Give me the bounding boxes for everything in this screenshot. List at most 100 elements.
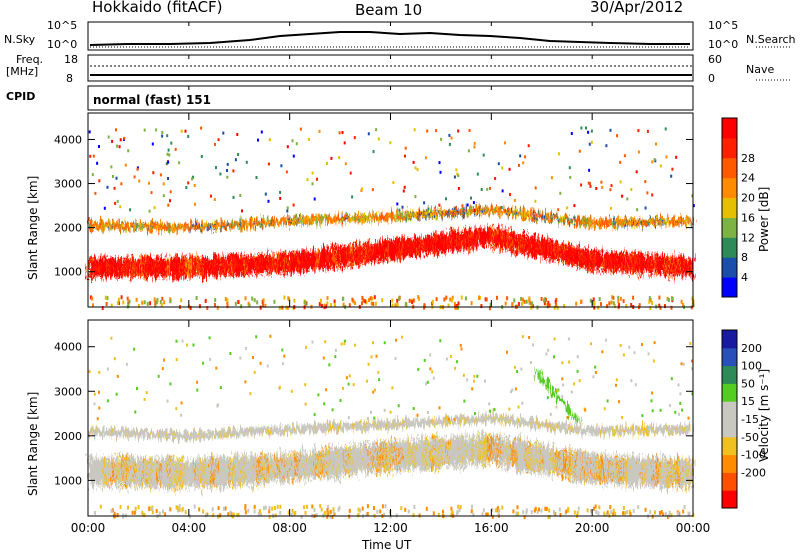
velocity-scatter-point: [691, 392, 694, 396]
velocity-echo-strip: [306, 454, 308, 477]
power-scatter-point: [530, 305, 533, 310]
velocity-echo-strip: [677, 424, 679, 435]
velocity-echo-strip: [206, 431, 208, 438]
power-echo-strip: [421, 210, 423, 219]
velocity-echo-strip: [612, 459, 614, 482]
velocity-echo-strip: [610, 427, 612, 435]
velocity-echo-strip: [399, 420, 401, 428]
velocity-echo-strip: [542, 447, 544, 472]
velocity-echo-strip: [107, 454, 109, 490]
power-echo-strip: [146, 223, 148, 231]
power-echo-strip: [539, 212, 541, 220]
power-scatter-point: [280, 164, 283, 168]
velocity-scatter-point: [454, 366, 456, 370]
power-echo-strip: [546, 213, 548, 222]
power-echo-strip: [449, 234, 451, 250]
velocity-echo-strip: [562, 400, 564, 407]
velocity-echo-strip: [199, 458, 201, 488]
velocity-echo-strip: [369, 420, 371, 431]
power-echo-strip: [104, 254, 106, 280]
power-echo-strip: [561, 216, 563, 223]
velocity-scatter-point: [612, 512, 615, 517]
velocity-echo-strip: [168, 431, 170, 438]
power-echo-strip: [125, 255, 127, 280]
velocity-echo-strip: [639, 459, 642, 484]
power-scatter-point: [597, 305, 600, 310]
power-echo-strip: [383, 212, 385, 221]
power-echo-strip: [665, 218, 667, 225]
velocity-echo-strip: [303, 447, 305, 484]
power-echo-strip: [325, 215, 327, 224]
power-echo-strip: [329, 250, 331, 266]
power-echo-strip: [163, 259, 165, 276]
power-echo-strip: [444, 208, 446, 218]
power-echo-strip: [105, 256, 107, 279]
velocity-echo-strip: [355, 447, 357, 473]
velocity-echo-strip: [301, 455, 303, 476]
power-scatter-point: [151, 142, 154, 146]
power-echo-strip: [522, 233, 524, 255]
velocity-echo-strip: [653, 454, 655, 489]
velocity-echo-strip: [583, 427, 585, 434]
velocity-echo-strip: [531, 442, 533, 473]
power-echo-strip: [684, 217, 686, 225]
power-echo-strip: [90, 259, 92, 276]
velocity-echo-strip: [546, 442, 548, 479]
velocity-echo-strip: [184, 430, 186, 441]
velocity-echo-strip: [177, 463, 179, 484]
velocity-scatter-point: [328, 363, 331, 367]
power-scatter-point: [608, 301, 611, 306]
velocity-echo-strip: [644, 457, 646, 486]
velocity-echo-strip: [653, 425, 655, 435]
power-echo-strip: [229, 221, 231, 229]
power-echo-strip: [478, 205, 480, 216]
velocity-echo-strip: [659, 453, 661, 491]
power-scatter-point: [575, 301, 578, 306]
power-echo-strip: [272, 217, 274, 227]
power-echo-strip: [484, 226, 486, 249]
velocity-echo-strip: [681, 459, 683, 487]
velocity-echo-strip: [232, 459, 235, 482]
power-scatter-point: [617, 295, 620, 300]
velocity-echo-strip: [149, 429, 151, 439]
velocity-scatter-point: [544, 506, 547, 511]
velocity-echo-strip: [668, 457, 670, 488]
velocity-echo-strip: [538, 442, 540, 475]
velocity-scatter-point: [508, 407, 511, 411]
velocity-echo-strip: [230, 455, 232, 486]
power-echo-strip: [242, 219, 244, 230]
power-echo-strip: [382, 212, 384, 221]
velocity-echo-strip: [665, 454, 667, 490]
power-scatter-point: [489, 302, 492, 307]
power-echo-strip: [106, 255, 109, 279]
power-scatter-point: [455, 303, 458, 308]
velocity-scatter-point: [343, 342, 346, 346]
velocity-echo-strip: [237, 429, 239, 436]
power-scatter-point: [480, 304, 483, 309]
velocity-echo-strip: [597, 456, 599, 483]
velocity-echo-strip: [570, 410, 572, 418]
power-echo-strip: [524, 236, 526, 253]
power-scatter-point: [555, 302, 558, 307]
power-scatter-point: [618, 302, 620, 307]
velocity-scatter-point: [268, 509, 271, 514]
velocity-echo-strip: [431, 434, 434, 472]
power-echo-strip: [260, 219, 262, 227]
velocity-echo-strip: [114, 460, 116, 484]
power-echo-strip: [509, 228, 511, 254]
velocity-echo-strip: [573, 452, 575, 479]
velocity-echo-layer: [88, 369, 694, 492]
power-echo-strip: [179, 257, 181, 278]
power-echo-strip: [476, 229, 478, 247]
velocity-echo-strip: [422, 419, 425, 426]
velocity-scatter-point: [268, 505, 271, 510]
velocity-echo-strip: [660, 425, 662, 435]
velocity-echo-strip: [124, 429, 126, 437]
velocity-echo-strip: [623, 453, 625, 488]
velocity-echo-strip: [391, 442, 393, 470]
power-echo-strip: [595, 250, 597, 272]
power-scatter-point: [237, 300, 240, 305]
power-echo-strip: [439, 233, 441, 253]
power-echo-strip: [677, 216, 679, 227]
velocity-echo-strip: [120, 429, 122, 436]
